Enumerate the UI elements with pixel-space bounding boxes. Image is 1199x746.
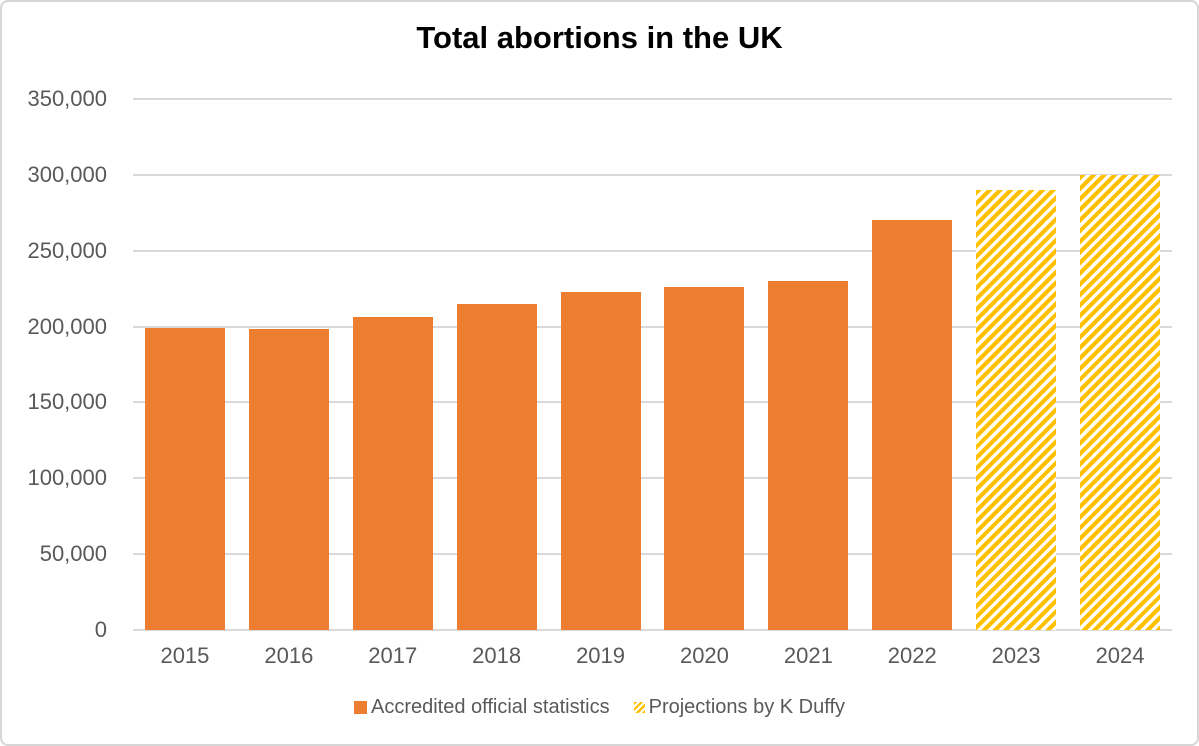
legend-item-official: Accredited official statistics: [353, 696, 610, 719]
y-tick-label: 300,000: [27, 161, 107, 187]
bar-2015: [144, 328, 225, 630]
gridline: [133, 629, 1172, 631]
gridline: [133, 553, 1172, 556]
gridline: [133, 477, 1172, 480]
bar-2017: [352, 317, 433, 630]
gridline: [133, 401, 1172, 404]
bar-2022: [872, 220, 953, 630]
y-tick-label: 50,000: [39, 541, 107, 567]
x-tick-label: 2023: [991, 643, 1041, 668]
y-tick-label: 200,000: [27, 313, 107, 339]
bar-2023-projection: [976, 190, 1057, 630]
gridline: [133, 98, 1172, 100]
y-axis-tick-labels: 350,000 300,000 250,000 200,000 150,000 100,0…: [2, 86, 107, 642]
x-tick-label: 2022: [887, 643, 937, 668]
x-tick-label: 2017: [368, 643, 418, 668]
x-tick-label: 2019: [576, 643, 626, 668]
y-tick-label: 100,000: [27, 465, 107, 491]
bar-2016: [248, 328, 329, 630]
y-tick-label: 250,000: [27, 237, 107, 263]
chart-title: Total abortions in the UK: [416, 20, 783, 55]
y-tick-label: 0: [94, 617, 107, 642]
bar-2018: [456, 303, 537, 630]
legend-item-projection: Projections by K Duffy: [633, 696, 845, 719]
bar-2024-projection: [1080, 174, 1161, 630]
legend-label-official: Accredited official statistics: [370, 696, 610, 718]
plot-area: [133, 98, 1172, 631]
gridline: [133, 173, 1172, 176]
gridline: [133, 249, 1172, 252]
bar-2021: [768, 281, 849, 630]
legend: Accredited official statistics Projectio…: [2, 696, 1197, 719]
legend-swatch-projection-icon: [633, 702, 645, 713]
y-tick-label: 150,000: [27, 389, 107, 415]
legend-label-projection: Projections by K Duffy: [648, 696, 845, 718]
bar-2020: [664, 287, 745, 630]
y-tick-label: 350,000: [27, 86, 107, 111]
gridline: [133, 325, 1172, 328]
x-axis-tick-labels: 2015 2016 2017 2018 2019 2020 2021 2022 2023 2024: [133, 643, 1172, 671]
x-tick-label: 2018: [472, 643, 522, 668]
x-tick-label: 2015: [160, 643, 210, 668]
legend-swatch-official-icon: [353, 701, 367, 714]
x-tick-label: 2021: [783, 643, 833, 668]
x-tick-label: 2020: [679, 643, 729, 668]
x-tick-label: 2016: [264, 643, 314, 668]
bar-2019: [560, 292, 641, 630]
x-tick-label: 2024: [1095, 643, 1145, 668]
